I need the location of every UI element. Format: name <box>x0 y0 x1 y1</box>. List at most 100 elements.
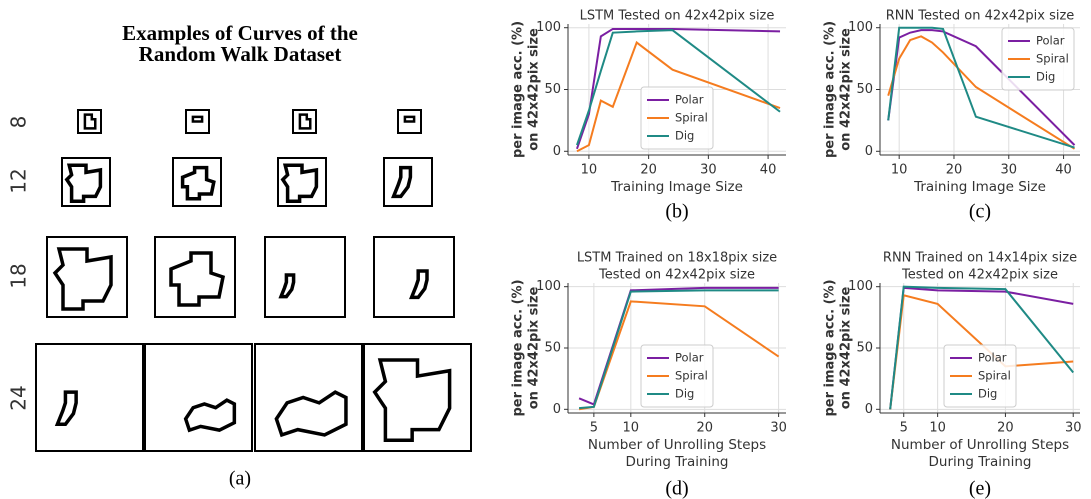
chart: RNN Trained on 14x14pix size Tested on 42… <box>823 251 1082 499</box>
x-tick-label: 30 <box>770 421 787 436</box>
line-series <box>579 289 779 410</box>
curve-frame <box>383 157 433 207</box>
line-series <box>576 27 781 150</box>
chart-title: LSTM Tested on 42x42pix size <box>580 9 775 24</box>
y-tick-label: 0 <box>865 144 873 159</box>
legend-label: Spiral <box>675 111 708 125</box>
x-axis-label: Number of Unrolling Steps <box>891 437 1069 453</box>
legend-label: Polar <box>978 351 1007 365</box>
x-axis-label: Training Image Size <box>913 179 1046 195</box>
chart-caption: (d) <box>665 478 688 499</box>
curve-frame <box>254 343 363 452</box>
chart-title: Tested on 42x42pix size <box>901 268 1058 283</box>
curve <box>409 269 429 300</box>
curve <box>83 113 97 130</box>
y-axis-label: per image acc. (%) <box>823 279 838 416</box>
x-tick-label: 10 <box>929 421 946 436</box>
line-series <box>889 285 1074 410</box>
curve-frame <box>363 343 472 452</box>
curve <box>64 163 103 203</box>
x-tick-label: 30 <box>1065 421 1082 436</box>
curve <box>191 115 204 123</box>
y-tick-label: 50 <box>544 341 561 356</box>
curve <box>280 163 319 203</box>
curve-frame <box>264 236 346 318</box>
curve <box>278 273 296 299</box>
x-tick-label: 40 <box>760 163 777 178</box>
chart-title: LSTM Trained on 18x18pix size <box>577 251 777 266</box>
y-axis-label: on 42x42pix size <box>839 28 854 151</box>
x-tick-label: 10 <box>581 163 598 178</box>
legend-label: Dig <box>1036 70 1055 84</box>
y-tick-label: 50 <box>856 341 873 356</box>
legend-label: Polar <box>675 93 704 107</box>
chart: RNN Tested on 42x42pix size 0 50 100 10 20 30 4… <box>823 9 1080 223</box>
curve-frame <box>185 109 210 134</box>
chart: LSTM Tested on 42x42pix size 0 50 100 10 20 30… <box>511 9 786 223</box>
x-tick-label: 30 <box>700 163 717 178</box>
chart-caption: (c) <box>969 201 991 223</box>
panel-caption: (a) <box>229 468 251 490</box>
x-tick-label: 20 <box>640 163 657 178</box>
x-tick-label: 5 <box>900 421 908 436</box>
line-series <box>578 286 779 406</box>
line-series <box>576 40 781 153</box>
y-axis-label: on 42x42pix size <box>839 287 854 410</box>
curve <box>169 251 226 307</box>
panel-title: Examples of Curves of the <box>122 21 358 45</box>
x-tick-label: 30 <box>1000 163 1017 178</box>
y-tick-label: 0 <box>553 402 561 417</box>
legend-label: Dig <box>675 129 694 143</box>
legend-label: Dig <box>675 387 694 401</box>
x-tick-label: 20 <box>696 421 713 436</box>
chart: LSTM Trained on 18x18pix size Tested on 4… <box>511 251 787 499</box>
x-axis-label: Number of Unrolling Steps <box>588 437 766 453</box>
y-tick-label: 0 <box>865 402 873 417</box>
legend-label: Spiral <box>1036 52 1069 66</box>
x-tick-label: 40 <box>1055 163 1072 178</box>
curve <box>183 398 237 433</box>
y-tick-label: 100 <box>536 20 561 35</box>
chart-caption: (e) <box>969 478 991 499</box>
row-label: 24 <box>7 385 31 410</box>
line-series <box>887 35 1076 150</box>
curve <box>372 358 452 443</box>
y-axis-label: per image acc. (%) <box>823 21 838 158</box>
y-tick-label: 100 <box>536 279 561 294</box>
y-tick-label: 50 <box>856 82 873 97</box>
x-axis-label: During Training <box>929 454 1032 470</box>
legend-box <box>640 86 714 150</box>
y-tick-label: 100 <box>848 20 873 35</box>
y-tick-label: 50 <box>544 82 561 97</box>
x-tick-label: 10 <box>623 421 640 436</box>
curve-frame <box>397 109 422 134</box>
curve-frame <box>277 157 327 207</box>
curve-frame <box>35 343 144 452</box>
curve <box>54 390 78 426</box>
curve-frame <box>292 109 317 134</box>
curve <box>274 390 348 438</box>
legend-label: Polar <box>1036 34 1065 48</box>
curve-frame <box>77 109 102 134</box>
x-axis-label: Training Image Size <box>610 179 743 195</box>
x-axis-label: During Training <box>626 454 729 470</box>
legend-label: Spiral <box>675 369 708 383</box>
y-axis-label: on 42x42pix size <box>527 28 542 151</box>
panel-title: Random Walk Dataset <box>139 42 342 66</box>
chart-caption: (b) <box>665 201 688 223</box>
row-label: 12 <box>7 168 31 193</box>
line-series <box>887 26 1075 149</box>
legend-box <box>943 344 1017 408</box>
y-axis-label: on 42x42pix size <box>527 287 542 410</box>
legend-label: Spiral <box>978 369 1011 383</box>
curve-frame <box>61 157 111 207</box>
chart-title: Tested on 42x42pix size <box>598 268 755 283</box>
row-label: 8 <box>7 116 31 129</box>
y-axis-label: per image acc. (%) <box>511 21 526 158</box>
y-tick-label: 100 <box>848 279 873 294</box>
legend-box <box>1001 27 1075 91</box>
x-tick-label: 20 <box>997 421 1014 436</box>
curve-frame <box>154 236 236 318</box>
legend-label: Polar <box>675 351 704 365</box>
